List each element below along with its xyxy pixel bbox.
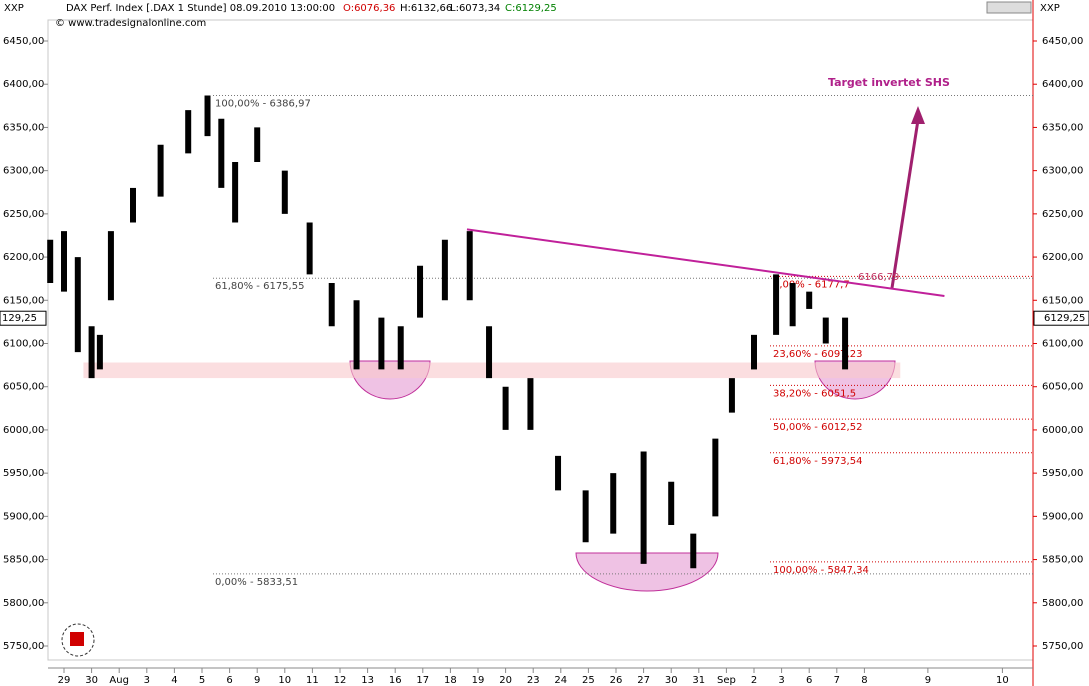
y-tick-label: 6050,00 — [1042, 382, 1083, 393]
x-tick-label: 18 — [444, 675, 457, 686]
x-tick-label: 6 — [226, 675, 232, 686]
y-tick-label: 5950,00 — [3, 468, 44, 479]
x-tick-label: Aug — [109, 675, 129, 686]
y-tick-label: 6400,00 — [3, 79, 44, 90]
y-tick-label: 6300,00 — [1042, 166, 1083, 177]
x-tick-label: 3 — [144, 675, 150, 686]
y-tick-label: 6400,00 — [1042, 79, 1083, 90]
arrow-head — [911, 106, 925, 124]
y-tick-label: 5950,00 — [1042, 468, 1083, 479]
x-tick-label: 20 — [499, 675, 512, 686]
symbol-left[interactable]: XXP — [4, 3, 24, 14]
y-tick-label: 6150,00 — [3, 295, 44, 306]
x-tick-label: 6 — [806, 675, 812, 686]
x-tick-label: 30 — [85, 675, 98, 686]
x-tick-label: 19 — [472, 675, 485, 686]
x-tick-label: 30 — [665, 675, 678, 686]
x-tick-label: 29 — [58, 675, 71, 686]
y-tick-label: 6300,00 — [3, 166, 44, 177]
y-tick-label: 5800,00 — [1042, 598, 1083, 609]
target-label: Target invertet SHS — [828, 76, 950, 89]
logo — [61, 623, 95, 657]
x-tick-label: 17 — [416, 675, 429, 686]
x-tick-label: 9 — [254, 675, 260, 686]
y-tick-label: 6200,00 — [3, 252, 44, 263]
x-tick-label: Sep — [717, 675, 736, 686]
y-tick-label: 6450,00 — [3, 36, 44, 47]
y-tick-label: 5750,00 — [3, 641, 44, 652]
x-tick-label: 25 — [582, 675, 595, 686]
y-tick-label: 5850,00 — [1042, 555, 1083, 566]
last-price: 129,25 — [2, 313, 37, 324]
x-tick-label: 16 — [389, 675, 402, 686]
last-price-tag — [1033, 310, 1089, 326]
y-tick-label: 6250,00 — [3, 209, 44, 220]
target-arrow — [890, 119, 920, 289]
fib-label: 0,00% - 5833,51 — [215, 577, 298, 588]
fib-label: 23,60% - 6097,23 — [773, 349, 862, 360]
x-tick-label: 9 — [925, 675, 931, 686]
nav-buttons[interactable] — [986, 1, 1032, 14]
y-tick-label: 6100,00 — [1042, 339, 1083, 350]
fib-label: 61,80% - 6175,55 — [215, 281, 304, 292]
symbol-right[interactable]: XXP — [1040, 3, 1060, 14]
x-tick-label: 26 — [610, 675, 623, 686]
last-price-tag — [0, 310, 47, 326]
y-tick-label: 6050,00 — [3, 382, 44, 393]
fib-label: 0,00% - 6177,7 — [773, 279, 850, 290]
x-tick-label: 4 — [171, 675, 177, 686]
header-close: C:6129,25 — [505, 3, 557, 14]
x-tick-label: 10 — [278, 675, 291, 686]
header-title: DAX Perf. Index [.DAX 1 Stunde] 08.09.20… — [66, 3, 335, 14]
y-tick-label: 5800,00 — [3, 598, 44, 609]
fib-label: 100,00% - 5847,34 — [773, 565, 869, 576]
y-tick-label: 6350,00 — [3, 122, 44, 133]
header-low: L:6073,34 — [450, 3, 500, 14]
trendline — [466, 228, 945, 297]
x-tick-label: 24 — [554, 675, 567, 686]
window-buttons — [986, 1, 1032, 14]
x-tick-label: 8 — [861, 675, 867, 686]
x-tick-label: 12 — [334, 675, 347, 686]
fib-label: 38,20% - 6051,5 — [773, 388, 856, 399]
x-tick-label: 3 — [778, 675, 784, 686]
header-open: O:6076,36 — [343, 3, 395, 14]
fib-label: 50,00% - 6012,52 — [773, 422, 862, 433]
y-tick-label: 6350,00 — [1042, 122, 1083, 133]
fib-label: 100,00% - 6386,97 — [215, 98, 311, 109]
y-tick-label: 6200,00 — [1042, 252, 1083, 263]
plot-frame — [47, 19, 1034, 661]
x-tick-label: 11 — [306, 675, 319, 686]
y-tick-label: 5900,00 — [1042, 511, 1083, 522]
y-tick-label: 5750,00 — [1042, 641, 1083, 652]
y-tick-label: 6150,00 — [1042, 295, 1083, 306]
x-tick-label: 13 — [361, 675, 374, 686]
x-tick-label: 31 — [692, 675, 705, 686]
fib-label: 61,80% - 5973,54 — [773, 456, 862, 467]
x-tick-label: 7 — [834, 675, 840, 686]
y-tick-label: 6000,00 — [1042, 425, 1083, 436]
last-price: 6129,25 — [1044, 313, 1085, 324]
x-tick-label: 5 — [199, 675, 205, 686]
y-tick-label: 6250,00 — [1042, 209, 1083, 220]
y-tick-label: 6450,00 — [1042, 36, 1083, 47]
x-tick-label: 10 — [996, 675, 1009, 686]
trendline-label: 6166,79 — [858, 272, 899, 283]
header-high: H:6132,66 — [400, 3, 452, 14]
head — [575, 552, 719, 592]
y-tick-label: 5900,00 — [3, 511, 44, 522]
y-tick-label: 6000,00 — [3, 425, 44, 436]
x-tick-label: 27 — [637, 675, 650, 686]
x-tick-label: 23 — [527, 675, 540, 686]
y-tick-label: 6100,00 — [3, 339, 44, 350]
x-tick-label: 2 — [751, 675, 757, 686]
header-source: © www.tradesignalonline.com — [55, 18, 206, 29]
y-tick-label: 5850,00 — [3, 555, 44, 566]
